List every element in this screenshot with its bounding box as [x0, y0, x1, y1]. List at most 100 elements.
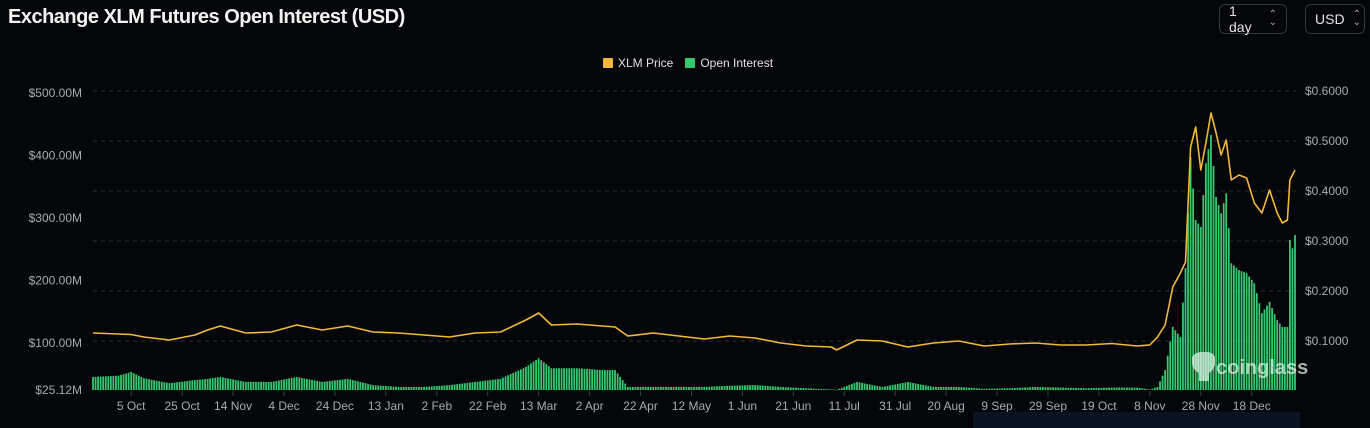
oi-bar — [125, 373, 128, 390]
oi-bar — [486, 380, 489, 390]
interval-select[interactable]: 1 day ⌃ ⌄ — [1219, 3, 1287, 35]
oi-bar — [1276, 320, 1279, 390]
oi-bar — [99, 376, 102, 390]
oi-bar — [835, 389, 838, 391]
oi-bar — [298, 377, 301, 390]
oi-bar — [201, 379, 204, 390]
x-axis-tick-label: 13 Mar — [520, 399, 557, 413]
oi-bar — [901, 382, 904, 390]
oi-bar — [828, 389, 830, 390]
oi-bar — [1141, 388, 1144, 390]
oi-bar — [341, 379, 344, 390]
oi-bar — [285, 378, 288, 390]
oi-bar — [188, 380, 191, 390]
oi-bar — [443, 385, 446, 390]
oi-bar — [1217, 205, 1220, 390]
oi-bar — [469, 382, 471, 390]
oi-bar — [354, 380, 357, 390]
oi-bar — [1164, 370, 1167, 390]
oi-bar — [993, 388, 996, 390]
oi-bar — [1258, 303, 1261, 390]
oi-bar — [879, 386, 881, 390]
oi-bar — [481, 381, 484, 390]
oi-bar — [598, 369, 601, 390]
oi-bar — [863, 383, 866, 390]
oi-bar — [397, 386, 400, 390]
oi-bar — [792, 387, 795, 390]
oi-bar — [433, 386, 436, 390]
oi-bar — [532, 361, 535, 390]
oi-bar — [688, 386, 690, 390]
oi-bar — [723, 385, 726, 390]
oi-bar — [148, 379, 150, 390]
oi-bar — [155, 380, 158, 390]
oi-bar — [438, 385, 441, 390]
oi-bar — [260, 381, 262, 390]
oi-bar — [221, 377, 224, 390]
x-axis-tick-label: 2 Apr — [576, 399, 604, 413]
oi-bar — [428, 386, 431, 390]
oi-bar — [303, 378, 306, 390]
legend-swatch-oi — [685, 58, 696, 68]
oi-bar — [631, 386, 634, 390]
oi-bar — [540, 360, 543, 390]
oi-bar — [537, 358, 540, 390]
chevron-up-down-icon: ⌃ ⌄ — [1352, 9, 1361, 28]
left-axis-tick-label: $25.12M — [35, 383, 82, 397]
oi-bar — [896, 383, 899, 390]
oi-bar — [321, 381, 324, 390]
oi-bar — [425, 386, 428, 390]
oi-bar — [509, 374, 512, 390]
legend-item-open-interest[interactable]: Open Interest — [685, 56, 773, 70]
oi-bar — [733, 385, 736, 390]
oi-bar — [565, 368, 568, 390]
oi-bar — [392, 386, 395, 390]
oi-bar — [446, 385, 448, 390]
right-axis-tick-label: $0.1000 — [1305, 334, 1349, 348]
oi-bar — [1263, 309, 1266, 390]
oi-bar — [695, 386, 698, 390]
oi-bar — [278, 380, 280, 390]
oi-bar — [150, 379, 153, 390]
oi-bar — [642, 386, 644, 390]
oi-bar — [1189, 156, 1192, 390]
oi-bar — [145, 378, 148, 390]
oi-bar — [514, 371, 517, 390]
oi-bar — [1082, 388, 1085, 390]
oi-bar — [372, 385, 375, 390]
oi-bar — [1194, 220, 1197, 390]
oi-bar — [1011, 388, 1014, 390]
oi-bar — [713, 386, 716, 390]
oi-bar — [553, 368, 555, 390]
oi-bar — [420, 386, 423, 390]
oi-bar — [418, 386, 420, 390]
oi-bar — [356, 381, 359, 390]
chevron-up-down-icon: ⌃ ⌄ — [1268, 9, 1277, 28]
oi-bar — [527, 365, 530, 390]
oi-bar — [667, 386, 670, 390]
x-axis-tick-label: 19 Oct — [1081, 399, 1117, 413]
x-axis-labels: 5 Oct 25 Oct 14 Nov 4 Dec 24 Dec 13 Jan 2 Feb 2… — [117, 391, 1271, 413]
oi-bar — [313, 380, 316, 390]
oi-bar — [364, 383, 367, 390]
oi-bar — [1131, 387, 1133, 390]
oi-bar — [1227, 228, 1230, 390]
oi-bar — [1182, 302, 1184, 390]
oi-bar — [1105, 387, 1108, 390]
x-axis-tick-label: 13 Jan — [368, 399, 404, 413]
oi-bar — [779, 386, 782, 390]
oi-bar — [1179, 336, 1182, 390]
oi-bar — [204, 379, 206, 390]
oi-bar — [573, 368, 576, 390]
oi-bar — [448, 385, 451, 390]
x-axis-tick-label: 8 Nov — [1134, 399, 1165, 413]
oi-bar — [1240, 271, 1243, 390]
oi-bar — [219, 376, 222, 390]
oi-bar — [453, 384, 456, 390]
oi-bar — [807, 388, 810, 390]
oi-bar — [817, 388, 820, 390]
legend-item-xlm-price[interactable]: XLM Price — [602, 56, 673, 70]
currency-select[interactable]: USD ⌃ ⌄ — [1305, 4, 1365, 34]
oi-bar — [237, 380, 240, 390]
oi-bar — [293, 377, 296, 390]
